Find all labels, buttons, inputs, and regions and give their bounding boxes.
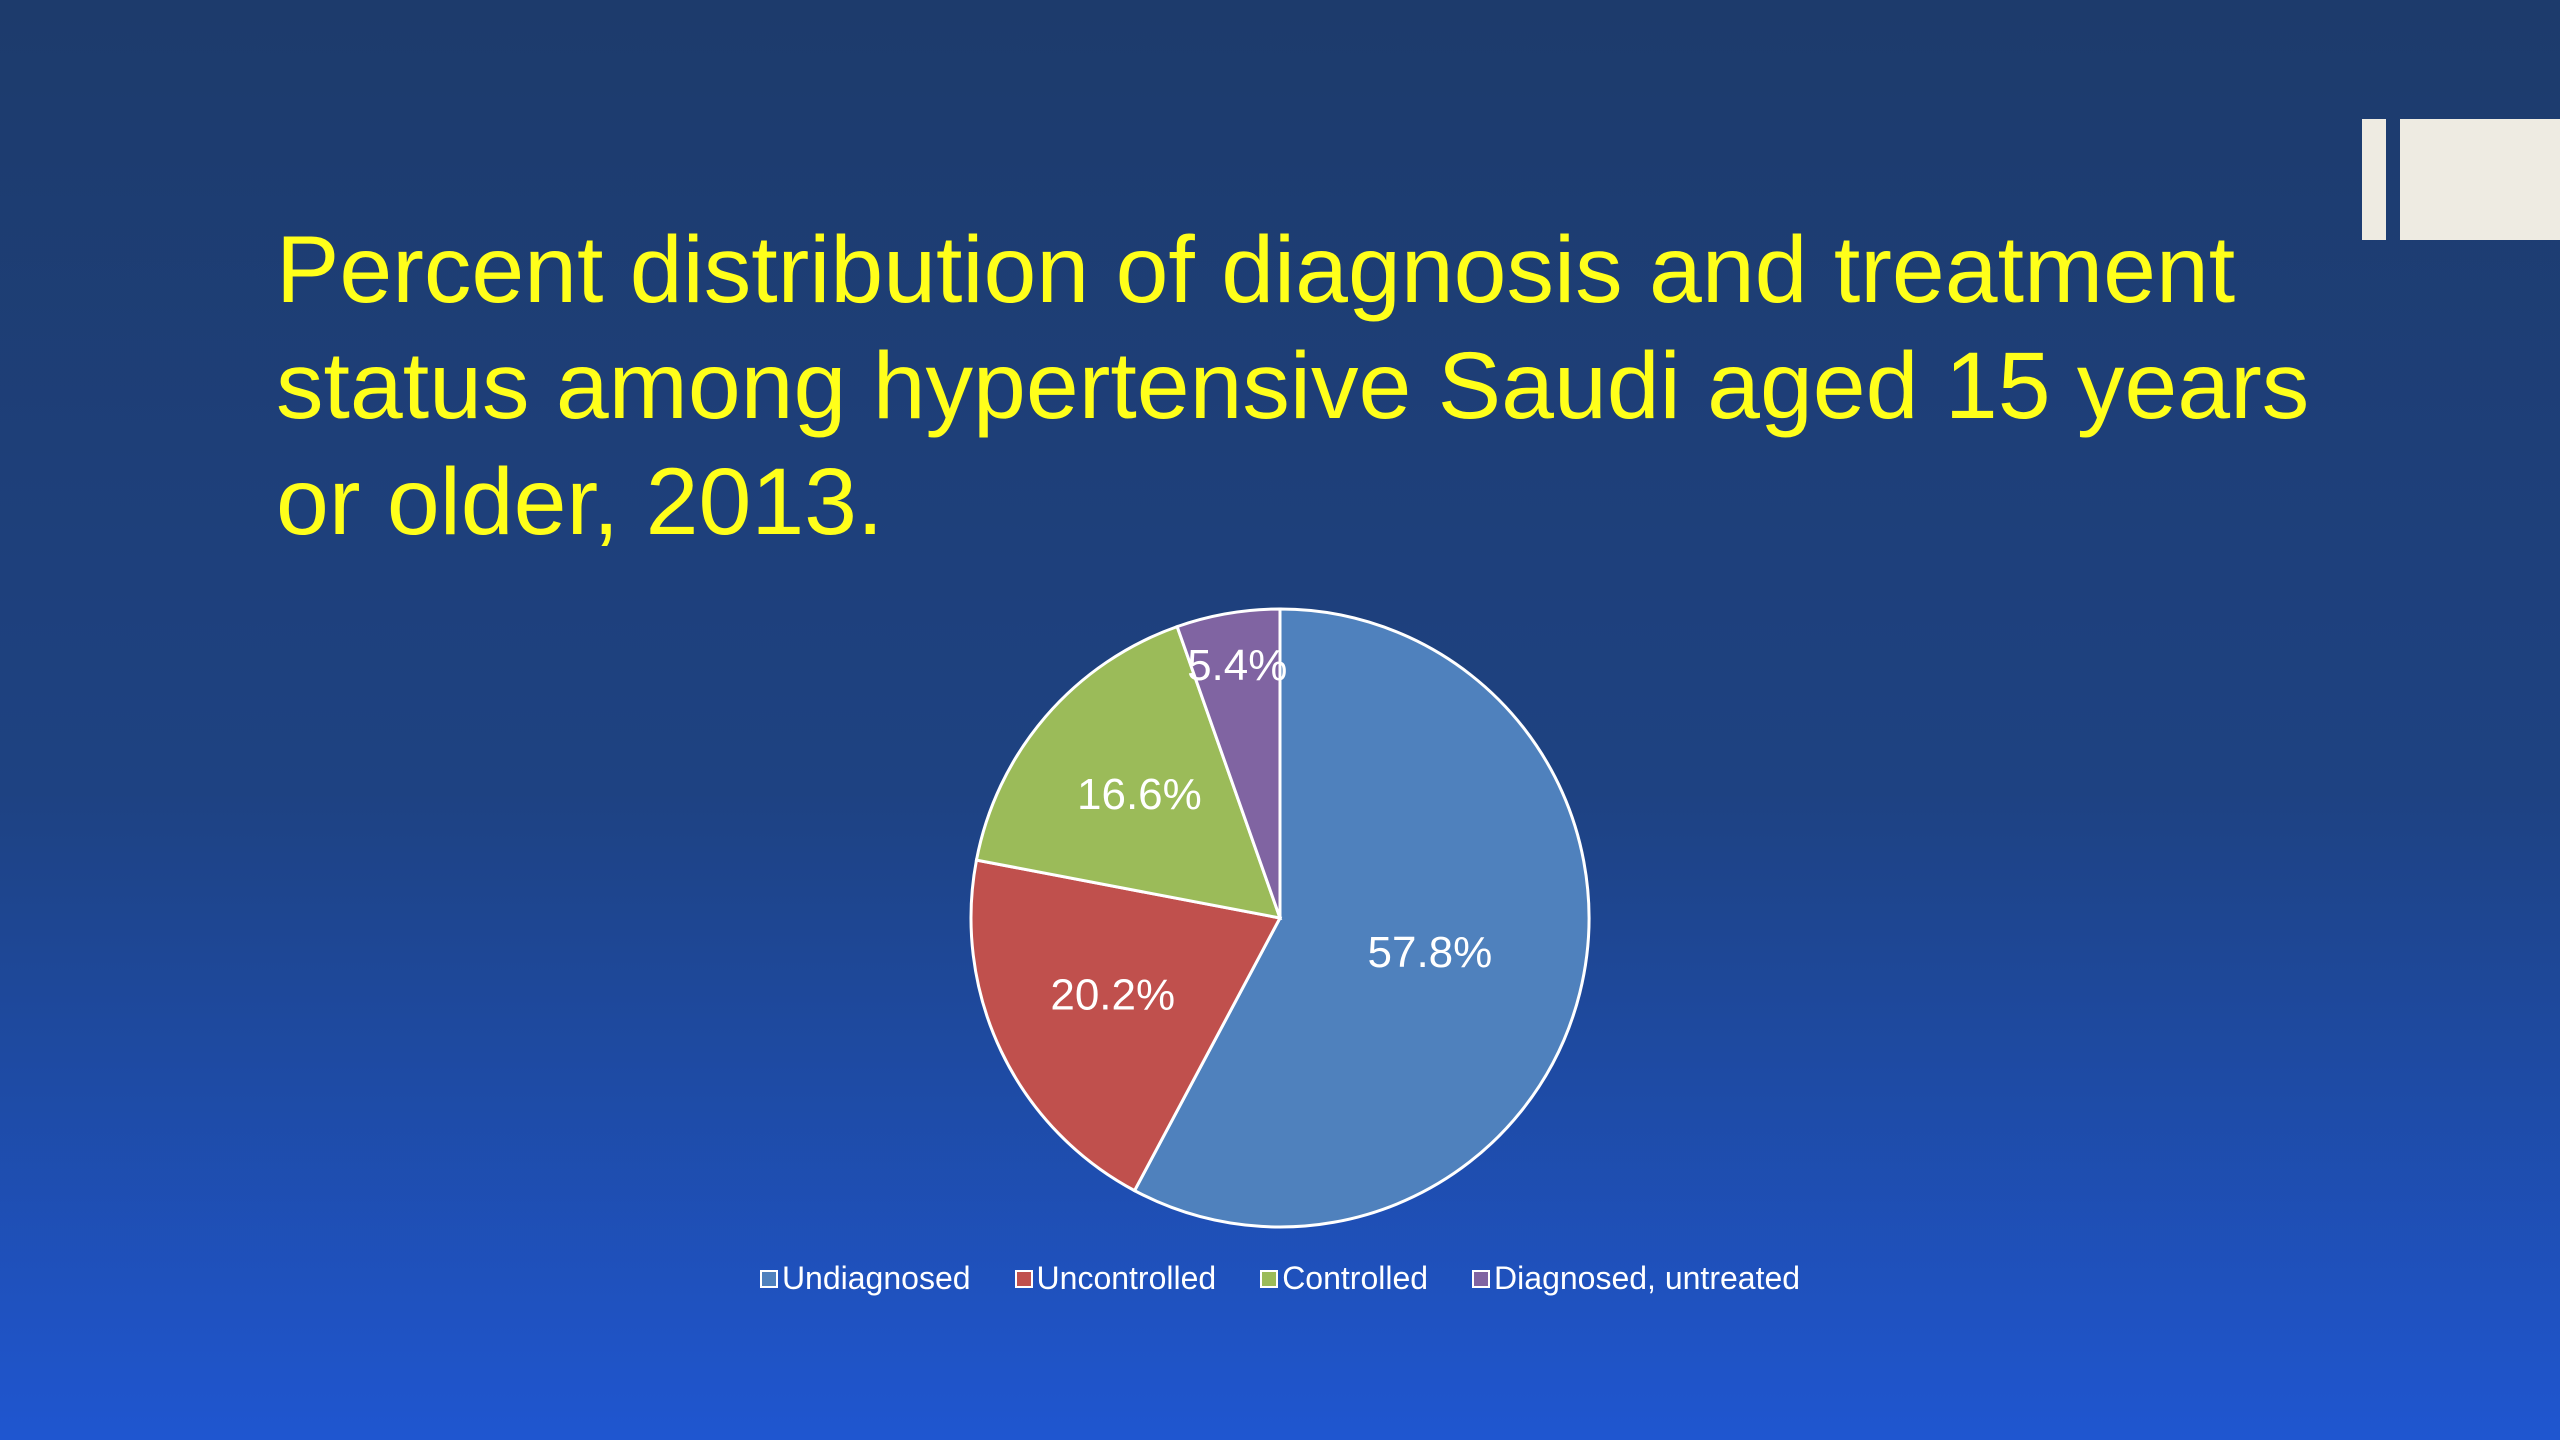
- pie-slice: [1132, 607, 1591, 1229]
- legend-swatch: [1014, 1269, 1033, 1288]
- data-label: 16.6%: [1077, 770, 1202, 819]
- pie-slice: [1175, 607, 1282, 919]
- chart-title: Percent distribution of diagnosis and tr…: [276, 217, 2310, 555]
- data-label: 57.8%: [1368, 928, 1493, 977]
- legend-item: Undiagnosed: [759, 1260, 971, 1297]
- pie-slice: [969, 858, 1283, 1193]
- legend-item: Diagnosed, untreated: [1472, 1260, 1800, 1297]
- decoration: [2400, 119, 2560, 240]
- legend-label: Controlled: [1282, 1260, 1429, 1296]
- legend-swatch: [1472, 1269, 1491, 1288]
- legend-item: Controlled: [1260, 1260, 1428, 1297]
- legend-swatch: [1260, 1269, 1279, 1288]
- legend-label: Diagnosed, untreated: [1494, 1260, 1801, 1296]
- pie-slice: [974, 624, 1283, 920]
- legend: Undiagnosed Uncontrolled Controlled Diagnos…: [0, 1260, 2560, 1297]
- legend-swatch: [759, 1269, 778, 1288]
- legend-label: Undiagnosed: [781, 1260, 971, 1296]
- decoration: [2362, 119, 2386, 240]
- data-label: 5.4%: [1187, 641, 1287, 690]
- legend-item: Uncontrolled: [1014, 1260, 1217, 1297]
- data-label: 20.2%: [1050, 971, 1175, 1020]
- legend-label: Uncontrolled: [1036, 1260, 1217, 1296]
